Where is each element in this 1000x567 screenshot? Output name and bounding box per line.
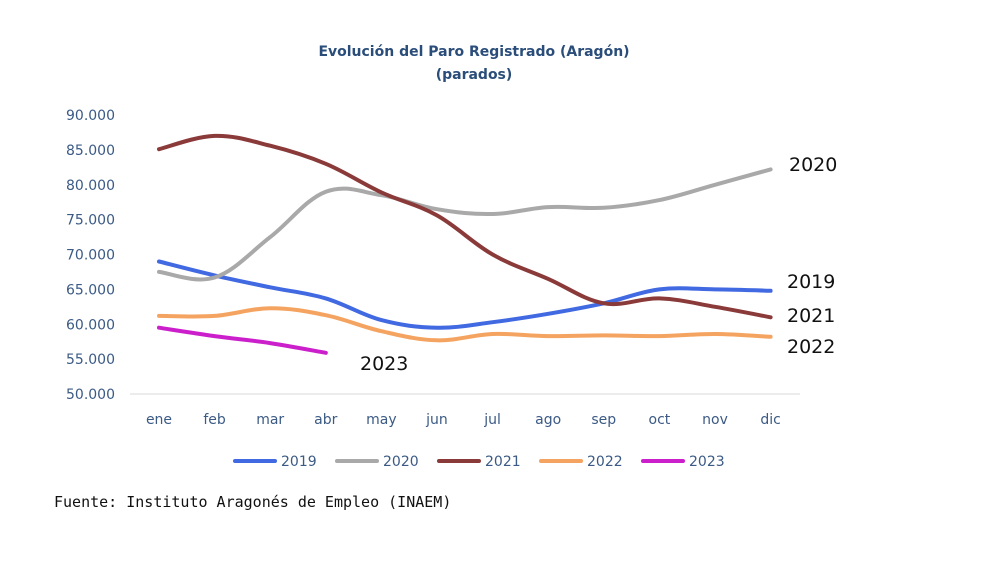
series-line-2019 bbox=[157, 259, 773, 330]
x-tick-label: oct bbox=[649, 412, 671, 428]
y-tick-label: 60.000 bbox=[66, 317, 115, 333]
x-tick-label: jul bbox=[483, 412, 501, 428]
series-line-2023 bbox=[157, 325, 328, 355]
y-tick-label: 50.000 bbox=[66, 387, 115, 403]
legend-label-2023: 2023 bbox=[689, 454, 725, 470]
y-tick-label: 65.000 bbox=[66, 282, 115, 298]
legend: 2019 2020 2021 2022 2023 bbox=[233, 454, 725, 470]
series-line-2021 bbox=[157, 133, 773, 320]
end-label-2022: 2022 bbox=[787, 336, 835, 358]
x-tick-label: may bbox=[366, 412, 397, 428]
legend-label-2019: 2019 bbox=[281, 454, 317, 470]
y-tick-label: 55.000 bbox=[66, 352, 115, 368]
end-label-2019: 2019 bbox=[787, 271, 835, 293]
x-tick-label: mar bbox=[256, 412, 284, 428]
chart-subtitle: (parados) bbox=[436, 67, 513, 83]
series-lines bbox=[157, 133, 773, 355]
axes: 50.000 55.000 60.000 65.000 70.000 75.000 80.0… bbox=[66, 108, 800, 428]
y-tick-label: 80.000 bbox=[66, 178, 115, 194]
x-tick-label: ago bbox=[535, 412, 561, 428]
x-tick-label: dic bbox=[760, 412, 780, 428]
source-note: Fuente: Instituto Aragonés de Empleo (IN… bbox=[54, 493, 452, 511]
end-label-2023: 2023 bbox=[360, 353, 408, 375]
x-tick-label: nov bbox=[702, 412, 728, 428]
legend-label-2022: 2022 bbox=[587, 454, 623, 470]
y-tick-label: 75.000 bbox=[66, 213, 115, 229]
x-tick-label: jun bbox=[425, 412, 448, 428]
x-tick-label: feb bbox=[203, 412, 226, 428]
line-chart: Evolución del Paro Registrado (Aragón) (… bbox=[66, 44, 837, 470]
series-line-2020 bbox=[157, 167, 773, 282]
legend-label-2020: 2020 bbox=[383, 454, 419, 470]
series-end-labels: 2019 2020 2021 2022 2023 bbox=[360, 154, 837, 375]
end-label-2021: 2021 bbox=[787, 305, 835, 327]
x-tick-label: ene bbox=[146, 412, 172, 428]
y-tick-label: 90.000 bbox=[66, 108, 115, 124]
legend-label-2021: 2021 bbox=[485, 454, 521, 470]
x-tick-label: sep bbox=[591, 412, 616, 428]
y-tick-label: 85.000 bbox=[66, 143, 115, 159]
x-tick-label: abr bbox=[314, 412, 337, 428]
y-tick-label: 70.000 bbox=[66, 248, 115, 264]
end-label-2020: 2020 bbox=[789, 154, 837, 176]
series-line-2022 bbox=[157, 306, 773, 343]
chart-title: Evolución del Paro Registrado (Aragón) bbox=[318, 44, 629, 60]
